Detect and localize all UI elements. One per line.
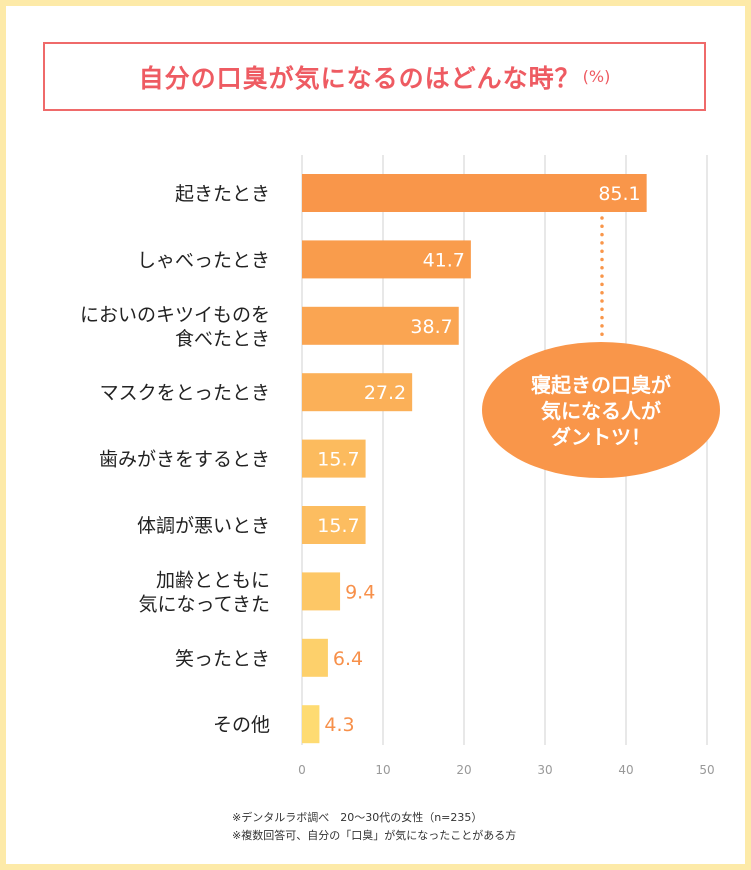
value-label: 6.4 — [333, 648, 363, 670]
chart-title: 自分の口臭が気になるのはどんな時？ — [138, 63, 581, 93]
x-tick-label: 50 — [699, 763, 714, 777]
footnote-condition: ※複数回答可、自分の「口臭」が気になったことがある方 — [232, 829, 517, 842]
title-box: 自分の口臭が気になるのはどんな時？ (%) — [43, 42, 706, 111]
category-label: 食べたとき — [175, 328, 270, 350]
bar — [302, 705, 320, 744]
category-label: マスクをとったとき — [100, 382, 270, 404]
callout-text: ダントツ！ — [551, 425, 651, 449]
value-label: 38.7 — [410, 316, 452, 338]
bar — [302, 439, 366, 478]
footnotes: ※デンタルラボ調べ 20〜30代の女性（n=235） ※複数回答可、自分の「口臭… — [232, 809, 516, 845]
value-label: 27.2 — [364, 382, 406, 404]
category-label: しゃべったとき — [137, 249, 270, 271]
x-tick-label: 30 — [537, 763, 552, 777]
footnote-source: ※デンタルラボ調べ 20〜30代の女性（n=235） — [232, 811, 483, 824]
x-tick-label: 10 — [375, 763, 390, 777]
x-tick-label: 40 — [618, 763, 633, 777]
category-label: その他 — [213, 714, 270, 736]
x-tick-label: 20 — [456, 763, 471, 777]
callout-bubble — [482, 342, 720, 478]
value-label: 15.7 — [317, 449, 359, 471]
bar — [302, 506, 366, 544]
category-label: 歯みがきをするとき — [99, 449, 270, 471]
value-label: 4.3 — [324, 714, 354, 736]
x-tick-label: 0 — [298, 763, 306, 777]
value-label: 15.7 — [317, 515, 359, 537]
callout-text: 気になる人が — [541, 399, 661, 423]
bar — [302, 306, 459, 345]
value-label: 9.4 — [345, 581, 375, 603]
callout-text: 寝起きの口臭が — [531, 373, 671, 397]
value-label: 85.1 — [598, 183, 640, 205]
category-label: 加齢とともに — [156, 569, 270, 591]
bar — [302, 373, 413, 412]
bar — [302, 240, 471, 279]
category-label: 笑ったとき — [175, 648, 270, 670]
category-label: 体調が悪いとき — [137, 515, 270, 537]
category-label: 気になってきた — [139, 593, 270, 615]
bar — [302, 174, 647, 212]
category-label: 起きたとき — [175, 183, 270, 205]
chart-unit: (%) — [582, 67, 611, 86]
bar — [302, 572, 341, 611]
bar — [302, 638, 328, 677]
value-label: 41.7 — [423, 249, 465, 271]
category-label: においのキツイものを — [80, 304, 270, 326]
